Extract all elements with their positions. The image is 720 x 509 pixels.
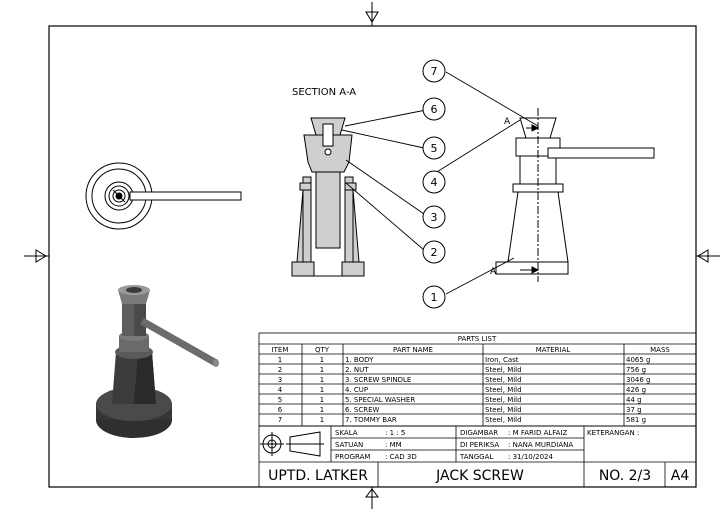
parts-list-title: PARTS LIST [458, 335, 497, 343]
parts-row-4-mass: 426 g [626, 386, 646, 394]
skala-label: SKALA [335, 429, 358, 437]
header-mass: MASS [650, 346, 670, 354]
section-title: SECTION A-A [292, 87, 356, 98]
skala-value: : 1 : 5 [385, 429, 405, 437]
parts-row-6-mass: 37 g [626, 406, 642, 414]
parts-row-1-item: 1 [278, 356, 282, 364]
parts-row-2-material: Steel, Mild [485, 366, 522, 374]
balloon-6-number: 6 [431, 103, 438, 116]
parts-row-3-item: 3 [278, 376, 282, 384]
parts-row-7-material: Steel, Mild [485, 416, 522, 424]
parts-row-4-material: Steel, Mild [485, 386, 522, 394]
parts-row-1-material: Iron, Cast [485, 356, 519, 364]
balloon-3-number: 3 [431, 211, 438, 224]
balloon-6 [422, 97, 446, 121]
parts-row-5-material: Steel, Mild [485, 396, 522, 404]
parts-row-5-mass: 44 g [626, 396, 642, 404]
balloon-4-number: 4 [431, 176, 438, 189]
parts-row-1-mass: 4065 g [626, 356, 650, 364]
parts-row-1-qty: 1 [320, 356, 324, 364]
parts-row-7-item: 7 [278, 416, 282, 424]
balloon-4 [422, 170, 446, 194]
sheet-number: NO. 2/3 [599, 468, 651, 484]
top-view [85, 162, 242, 230]
projection-symbol [260, 431, 324, 457]
paper-size: A4 [671, 468, 690, 484]
parts-row-2-mass: 756 g [626, 366, 646, 374]
header-material: MATERIAL [536, 346, 571, 354]
tanggal-value: : 31/10/2024 [508, 453, 553, 461]
parts-row-6-item: 6 [278, 406, 283, 414]
balloon-5 [422, 136, 446, 160]
centering-marks [24, 2, 720, 509]
parts-row-5-part-name: 5. SPECIAL WASHER [345, 396, 415, 404]
isometric-view [96, 285, 219, 438]
parts-row-3-part-name: 3. SCREW SPINDLE [345, 376, 411, 384]
parts-row-5-qty: 1 [320, 396, 324, 404]
parts-row-3-mass: 3046 g [626, 376, 650, 384]
parts-row-3-material: Steel, Mild [485, 376, 522, 384]
parts-row-7-qty: 1 [320, 416, 324, 424]
organization-name: UPTD. LATKER [268, 468, 368, 484]
satuan-label: SATUAN [335, 441, 363, 449]
section-view [291, 117, 365, 277]
program-label: PROGRAM [335, 453, 370, 461]
parts-row-4-part-name: 4. CUP [345, 386, 368, 394]
program-value: : CAD 3D [385, 453, 417, 461]
parts-row-1-part-name: 1. BODY [345, 356, 374, 364]
parts-row-4-item: 4 [278, 386, 283, 394]
title-block [258, 425, 697, 488]
parts-list-table [258, 332, 697, 427]
digambar-value: : M FARID ALFAIZ [508, 429, 567, 437]
balloon-3 [422, 205, 446, 229]
parts-row-6-qty: 1 [320, 406, 324, 414]
keterangan-label: KETERANGAN : [587, 429, 639, 437]
front-view [495, 108, 655, 282]
header-item: ITEM [272, 346, 289, 354]
balloon-leaders [341, 71, 539, 295]
parts-row-2-part-name: 2. NUT [345, 366, 369, 374]
balloon-1 [422, 285, 446, 309]
tanggal-label: TANGGAL [459, 453, 493, 461]
balloon-5-number: 5 [431, 142, 438, 155]
diperiksa-label: DI PERIKSA [460, 441, 499, 449]
parts-row-5-item: 5 [278, 396, 282, 404]
parts-row-7-mass: 581 g [626, 416, 646, 424]
parts-row-6-material: Steel, Mild [485, 406, 522, 414]
header-part-name: PART NAME [393, 346, 433, 354]
parts-row-3-qty: 1 [320, 376, 324, 384]
balloon-2-number: 2 [431, 246, 438, 259]
parts-row-6-part-name: 6. SCREW [345, 406, 380, 414]
diperiksa-value: : NANA MURDIANA [508, 441, 573, 449]
section-marker-bottom: A [490, 267, 497, 277]
balloon-1-number: 1 [431, 291, 438, 304]
parts-row-2-qty: 1 [320, 366, 324, 374]
satuan-value: : MM [385, 441, 402, 449]
parts-row-4-qty: 1 [320, 386, 324, 394]
parts-row-7-part-name: 7. TOMMY BAR [345, 416, 397, 424]
drawing-title: JACK SCREW [435, 468, 524, 484]
digambar-label: DIGAMBAR [460, 429, 498, 437]
balloon-7 [422, 59, 446, 83]
parts-row-2-item: 2 [278, 366, 282, 374]
balloon-7-number: 7 [431, 65, 438, 78]
section-marker-top: A [504, 117, 511, 127]
balloon-2 [422, 240, 446, 264]
header-qty: QTY [315, 346, 330, 354]
